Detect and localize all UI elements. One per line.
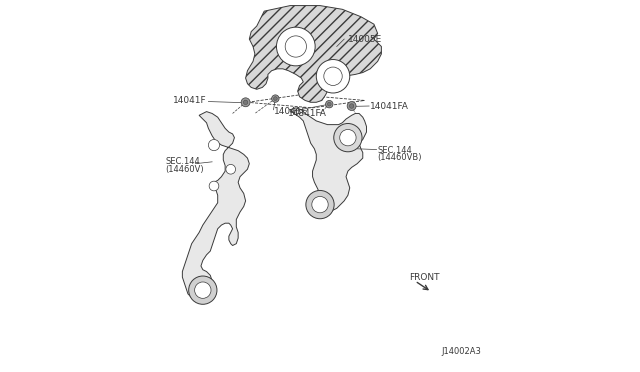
Circle shape: [276, 27, 315, 66]
Circle shape: [312, 196, 328, 213]
Polygon shape: [182, 112, 250, 299]
Circle shape: [324, 67, 342, 86]
Polygon shape: [291, 108, 367, 212]
Text: (14460V): (14460V): [166, 165, 204, 174]
Text: (14460VB): (14460VB): [378, 153, 422, 162]
Circle shape: [349, 104, 354, 108]
Circle shape: [195, 282, 211, 298]
Circle shape: [306, 190, 334, 219]
Circle shape: [226, 164, 236, 174]
Circle shape: [209, 140, 220, 151]
Text: SEC.144: SEC.144: [166, 157, 200, 166]
Circle shape: [347, 102, 356, 110]
Polygon shape: [246, 6, 381, 102]
Circle shape: [334, 124, 362, 152]
Circle shape: [209, 181, 219, 191]
Text: 14041F: 14041F: [173, 96, 207, 105]
Circle shape: [271, 95, 279, 102]
Text: 14841FA: 14841FA: [289, 109, 327, 118]
Text: J14002A3: J14002A3: [442, 347, 481, 356]
Text: 14041F: 14041F: [273, 107, 307, 116]
Text: SEC.144: SEC.144: [378, 146, 412, 155]
Circle shape: [241, 98, 250, 107]
Circle shape: [273, 97, 277, 100]
Circle shape: [340, 129, 356, 146]
Circle shape: [328, 102, 331, 106]
Circle shape: [285, 36, 307, 57]
Circle shape: [189, 276, 217, 304]
Circle shape: [326, 100, 333, 108]
Circle shape: [316, 60, 349, 93]
Text: 14005E: 14005E: [348, 35, 382, 44]
Text: FRONT: FRONT: [410, 273, 440, 282]
Text: 14041FA: 14041FA: [370, 102, 409, 110]
Circle shape: [243, 100, 248, 105]
